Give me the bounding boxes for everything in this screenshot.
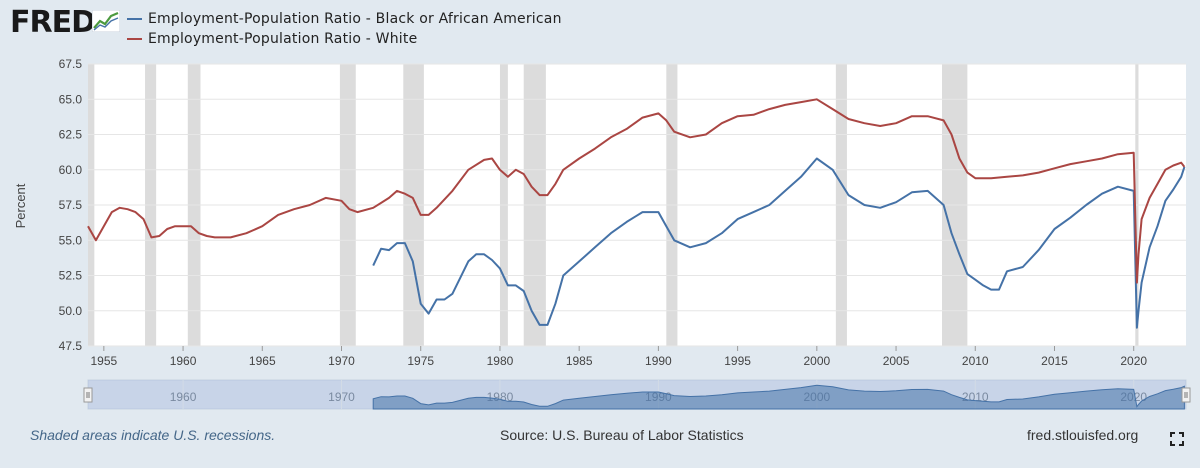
x-tick-label: 1955 <box>90 354 117 368</box>
x-tick-label: 2015 <box>1041 354 1068 368</box>
navigator-handle-left[interactable] <box>83 387 93 403</box>
series-line-black <box>372 157 1186 329</box>
y-tick-label: 62.5 <box>59 128 83 142</box>
x-tick-label: 2000 <box>803 354 830 368</box>
fred-logo[interactable]: FRED <box>10 5 96 40</box>
x-tick-label: 1975 <box>407 354 434 368</box>
navigator-tick-label: 1960 <box>170 390 197 404</box>
y-axis-ticks: 47.5 50.0 52.5 55.0 57.5 60.0 62.5 65.0 67.5 <box>59 57 83 353</box>
recession-note: Shaded areas indicate U.S. recessions. <box>30 427 276 443</box>
series-lines <box>87 98 1186 329</box>
y-tick-label: 67.5 <box>59 57 83 71</box>
x-tick-label: 2020 <box>1120 354 1147 368</box>
grid-lines <box>88 63 1186 347</box>
y-tick-label: 60.0 <box>59 163 83 177</box>
y-tick-label: 50.0 <box>59 304 83 318</box>
y-tick-label: 52.5 <box>59 269 83 283</box>
fullscreen-icon[interactable] <box>1170 432 1184 446</box>
x-tick-label: 1965 <box>249 354 276 368</box>
x-tick-label: 1985 <box>566 354 593 368</box>
navigator[interactable]: 1960197019801990200020102020 <box>83 379 1191 410</box>
x-axis-ticks: 1955 1960 1965 1970 1975 1980 1985 1990 1995 2000… <box>90 346 1147 368</box>
legend-item-black[interactable]: Employment-Population Ratio - Black or A… <box>127 10 562 28</box>
y-axis-label: Percent <box>13 183 28 228</box>
legend-label-black: Employment-Population Ratio - Black or A… <box>148 11 562 27</box>
line-graph-icon <box>92 10 120 32</box>
x-tick-label: 2010 <box>962 354 989 368</box>
site-link[interactable]: fred.stlouisfed.org <box>1027 427 1139 443</box>
legend-label-white: Employment-Population Ratio - White <box>148 31 418 47</box>
navigator-tick-label: 1970 <box>328 390 355 404</box>
navigator-handle-right[interactable] <box>1181 387 1191 403</box>
legend-swatch-white <box>127 38 142 40</box>
x-tick-label: 1980 <box>487 354 514 368</box>
y-tick-label: 47.5 <box>59 339 83 353</box>
y-tick-label: 55.0 <box>59 233 83 247</box>
x-tick-label: 1995 <box>724 354 751 368</box>
y-tick-label: 65.0 <box>59 92 83 106</box>
legend-item-white[interactable]: Employment-Population Ratio - White <box>127 30 417 48</box>
legend-swatch-black <box>127 18 142 20</box>
y-tick-label: 57.5 <box>59 198 83 212</box>
source-text: Source: U.S. Bureau of Labor Statistics <box>500 427 744 443</box>
x-tick-label: 1970 <box>328 354 355 368</box>
series-line-white <box>87 98 1186 284</box>
x-tick-label: 2005 <box>883 354 910 368</box>
navigator-area <box>372 384 1185 410</box>
x-tick-label: 1990 <box>645 354 672 368</box>
x-tick-label: 1960 <box>170 354 197 368</box>
